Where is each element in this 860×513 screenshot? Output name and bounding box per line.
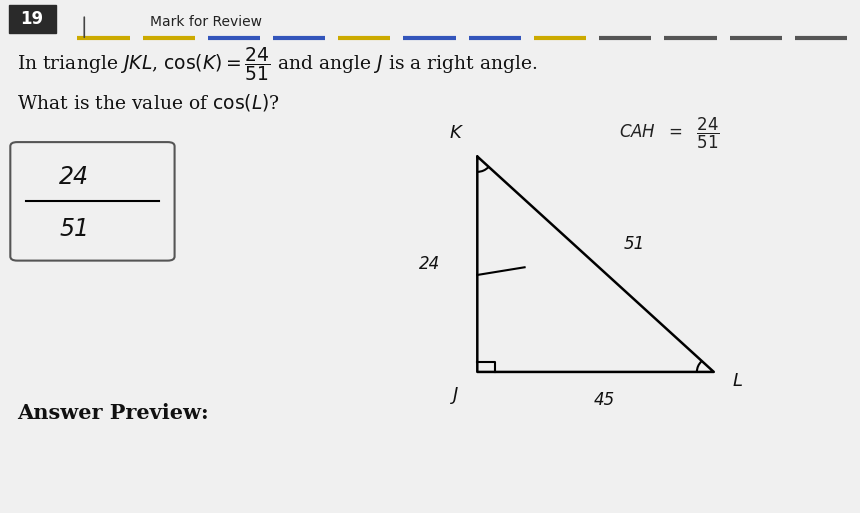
- Text: 24: 24: [59, 165, 89, 189]
- Bar: [9, 5, 56, 33]
- Text: J: J: [453, 386, 458, 404]
- Text: Mark for Review: Mark for Review: [150, 15, 262, 29]
- Text: L: L: [733, 372, 743, 390]
- Text: 24: 24: [420, 255, 440, 273]
- Text: K: K: [450, 124, 462, 143]
- Text: 19: 19: [21, 10, 43, 29]
- FancyBboxPatch shape: [10, 142, 175, 261]
- Text: 51: 51: [59, 217, 89, 241]
- Text: $CAH\ \ =\ \ \dfrac{24}{51}$: $CAH\ \ =\ \ \dfrac{24}{51}$: [619, 116, 720, 151]
- Text: Answer Preview:: Answer Preview:: [17, 403, 209, 423]
- Text: What is the value of $\mathrm{cos}(\mathit{L})$?: What is the value of $\mathrm{cos}(\math…: [17, 92, 280, 113]
- Text: 51: 51: [624, 234, 645, 253]
- Text: 45: 45: [593, 391, 615, 409]
- Text: In triangle $\mathit{JKL}$, $\mathrm{cos}(\mathit{K}) = \dfrac{24}{51}$ and angl: In triangle $\mathit{JKL}$, $\mathrm{cos…: [17, 45, 538, 83]
